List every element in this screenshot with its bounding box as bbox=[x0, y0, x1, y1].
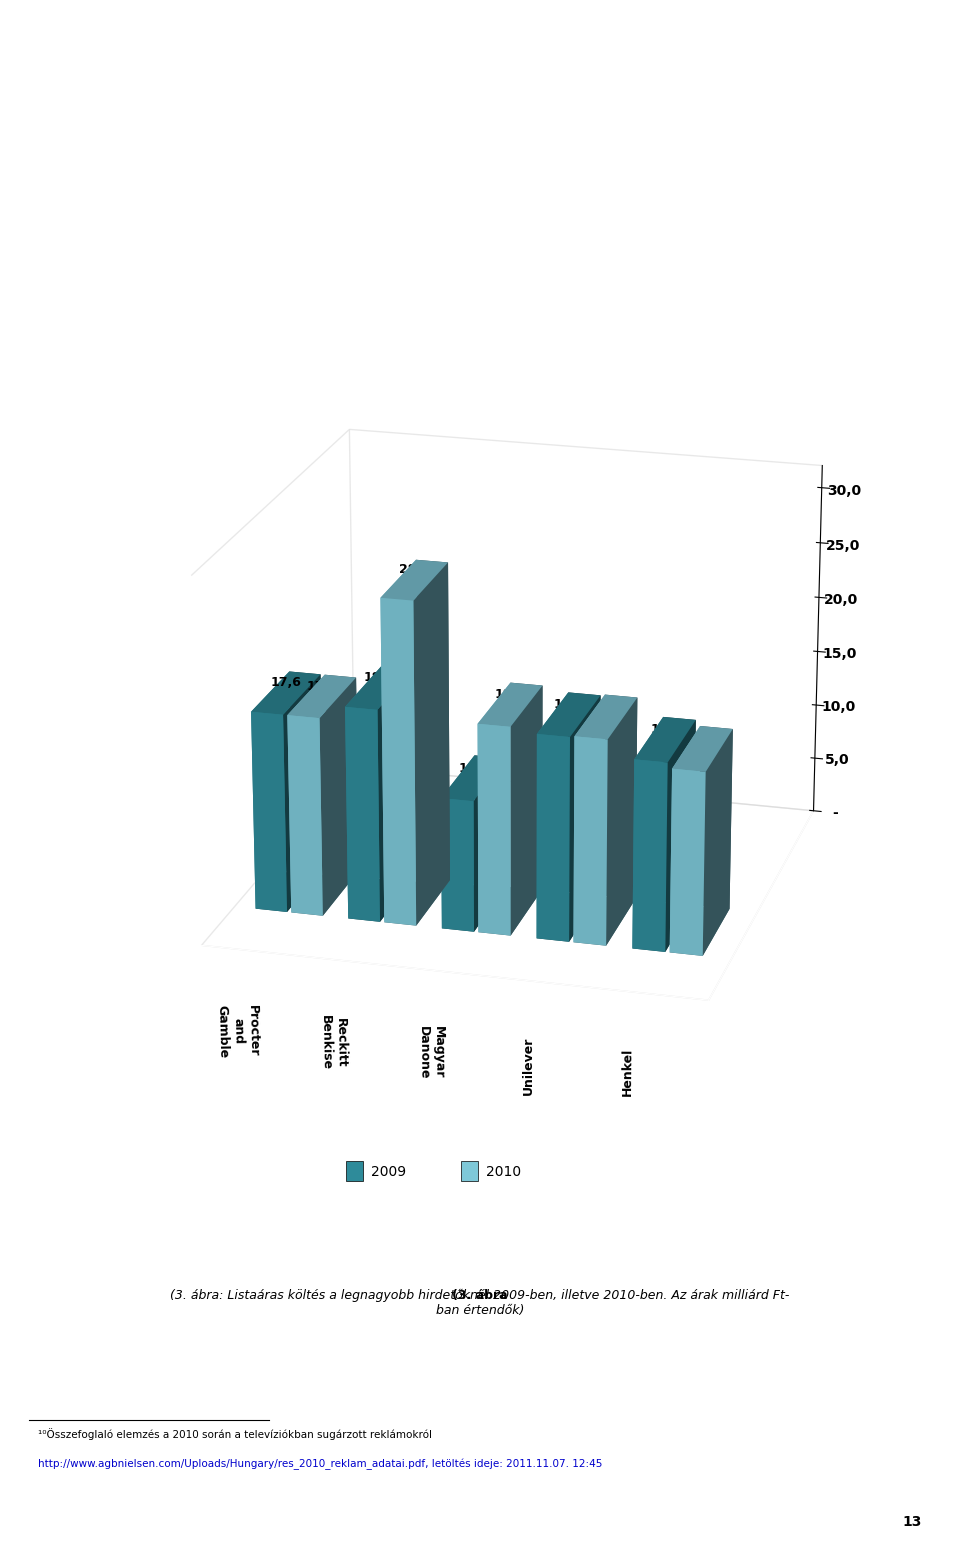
Text: 2010: 2010 bbox=[486, 1164, 521, 1180]
Text: 2009: 2009 bbox=[371, 1164, 406, 1180]
Text: (3. ábra: (3. ábra bbox=[452, 1289, 508, 1302]
FancyBboxPatch shape bbox=[346, 1161, 363, 1181]
Text: http://www.agbnielsen.com/Uploads/Hungary/res_2010_reklam_adatai.pdf, letöltés i: http://www.agbnielsen.com/Uploads/Hungar… bbox=[38, 1459, 603, 1470]
FancyBboxPatch shape bbox=[461, 1161, 478, 1181]
Text: (3. ábra: Listaáras költés a legnagyobb hirdetőknél 2009-ben, illetve 2010-ben. : (3. ábra: Listaáras költés a legnagyobb … bbox=[170, 1289, 790, 1317]
Text: ¹⁰Összefoglaló elemzés a 2010 során a televíziókban sugárzott reklámokról: ¹⁰Összefoglaló elemzés a 2010 során a te… bbox=[38, 1428, 432, 1441]
Text: 13: 13 bbox=[902, 1515, 922, 1529]
